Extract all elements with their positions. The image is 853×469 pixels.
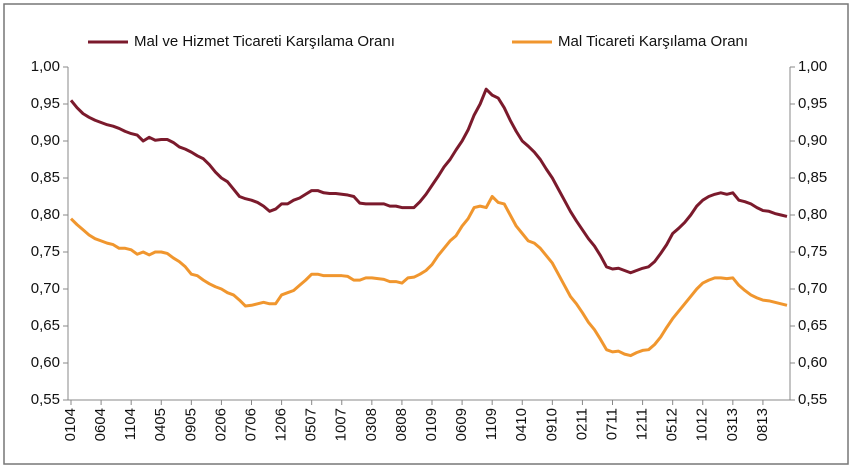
- y2-tick-label: 0,75: [798, 243, 827, 260]
- x-tick-label: 0813: [754, 408, 771, 441]
- frame: [3, 3, 849, 465]
- x-tick-label: 1104: [122, 408, 139, 440]
- y-tick-label: 0,80: [31, 206, 60, 223]
- x-tick-label: 0604: [92, 408, 109, 441]
- y2-tick-label: 0,95: [798, 95, 827, 112]
- x-tick-label: 1211: [634, 408, 651, 440]
- x-tick-label: 0313: [724, 408, 741, 441]
- x-tick-label: 0410: [513, 408, 530, 441]
- y-tick-label: 0,95: [31, 95, 60, 112]
- x-tick-label: 0109: [423, 408, 440, 441]
- series-line: [69, 195, 788, 358]
- y-tick-label: 1,00: [31, 58, 60, 75]
- x-tick-label: 0711: [603, 408, 620, 440]
- x-tick-label: 0706: [242, 408, 259, 441]
- x-tick-label: 0808: [393, 408, 410, 441]
- x-tick-label: 0104: [62, 408, 79, 441]
- y2-tick-label: 0,65: [798, 317, 827, 334]
- y-tick-label: 0,90: [31, 132, 60, 149]
- y2-tick-label: 0,70: [798, 280, 827, 297]
- y2-tick-label: 1,00: [798, 58, 827, 75]
- y2-tick-label: 0,85: [798, 169, 827, 186]
- x-tick-label: 0206: [212, 408, 229, 441]
- x-tick-label: 0910: [543, 408, 560, 441]
- y-tick-label: 0,60: [31, 354, 60, 371]
- legend-label: Mal Ticareti Karşılama Oranı: [558, 33, 748, 50]
- y-tick-label: 0,55: [31, 391, 60, 408]
- legend-label: Mal ve Hizmet Ticareti Karşılama Oranı: [134, 33, 395, 50]
- x-tick-label: 1109: [483, 408, 500, 440]
- y2-tick-label: 0,90: [798, 132, 827, 149]
- y-tick-label: 0,75: [31, 243, 60, 260]
- x-tick-label: 0609: [453, 408, 470, 441]
- y-tick-label: 0,65: [31, 317, 60, 334]
- x-tick-label: 1206: [273, 408, 290, 441]
- x-tick-label: 1007: [333, 408, 350, 441]
- y-tick-label: 0,85: [31, 169, 60, 186]
- x-tick-label: 0211: [573, 408, 590, 440]
- x-tick-label: 0308: [363, 408, 380, 441]
- y2-tick-label: 0,80: [798, 206, 827, 223]
- y-tick-label: 0,70: [31, 280, 60, 297]
- x-tick-label: 1012: [694, 408, 711, 441]
- x-tick-label: 0905: [182, 408, 199, 441]
- y2-tick-label: 0,60: [798, 354, 827, 371]
- y2-tick-label: 0,55: [798, 391, 827, 408]
- x-tick-label: 0512: [664, 408, 681, 441]
- x-tick-label: 0507: [303, 408, 320, 441]
- x-tick-label: 0405: [152, 408, 169, 441]
- series-line: [69, 87, 788, 275]
